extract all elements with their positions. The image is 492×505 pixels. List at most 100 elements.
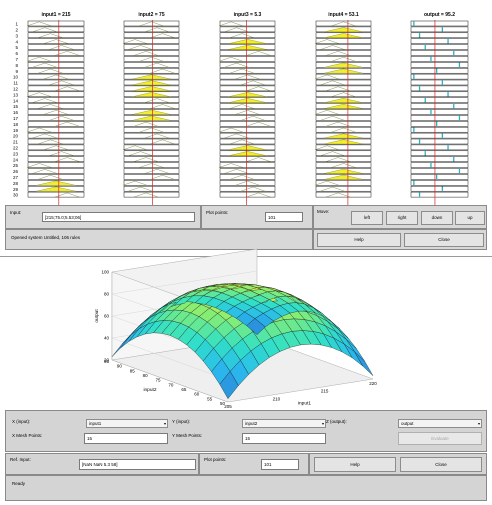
plot-points-field[interactable]: 101 [265,212,303,222]
membership-curve [122,145,148,151]
rule-cell [27,109,85,115]
membership-curve [144,27,170,33]
membership-fill [324,104,363,109]
z-axis-select[interactable]: output ▾ [398,419,482,428]
membership-curve [26,57,52,62]
rule-cell [315,44,372,50]
membership-curve [224,62,249,68]
move-up-button[interactable]: up [455,211,485,225]
surface-status-bar: Ready [5,475,487,501]
membership-fill [228,39,267,44]
rule-cell [219,115,276,121]
membership-curve [320,45,345,50]
surface-buttons-panel: Help Close [309,453,487,475]
rule-cell [219,26,276,33]
rule-cell [123,32,180,39]
rule-cell [123,180,180,186]
membership-curve [49,45,74,50]
membership-curve [314,74,340,80]
membership-curve [150,33,175,38]
rule-cell [27,168,85,174]
ref-input-panel: Ref. Input: [NaN NaN 5.3 58] [5,453,199,475]
surface-close-button[interactable]: Close [400,457,482,472]
column-header: input2 = 75 [138,12,164,18]
column-header: input4 = 53.1 [328,12,359,18]
membership-curve [235,180,260,186]
rule-cell [123,20,180,27]
chevron-down-icon: ▾ [321,421,324,426]
rule-number: 14 [13,98,19,103]
membership-curve [150,139,175,145]
move-down-button[interactable]: down [421,211,453,225]
rule-cell [315,121,372,127]
rule-cell [315,180,372,186]
evaluate-button[interactable]: Evaluate [398,432,482,445]
membership-fill [132,86,171,92]
membership-fill [324,133,363,139]
rule-cell [410,132,469,139]
membership-curve [32,169,58,174]
rule-close-button[interactable]: Close [404,233,484,247]
rule-cell [219,132,276,139]
ref-input-field[interactable]: [NaN NaN 5.3 58] [79,459,196,470]
rule-cell [410,191,469,198]
membership-curve [331,127,356,133]
surface-plot-points-field[interactable]: 101 [261,459,299,470]
z-tick-label: 100 [101,270,109,275]
rule-cell [27,126,85,133]
y-mesh-field[interactable]: 15 [242,433,326,444]
rule-number: 9 [15,69,18,74]
membership-curve [218,127,244,133]
move-right-button[interactable]: right [386,211,418,225]
rule-cell [123,138,180,145]
rule-help-button[interactable]: Help [317,233,401,247]
membership-curve [331,92,356,97]
rule-cell [410,79,469,86]
move-left-button[interactable]: left [351,211,383,225]
z-axis-select-value: output [401,421,414,426]
rule-cell [27,174,85,180]
move-label: Move: [317,209,330,214]
rule-cell [123,132,180,139]
rule-status-bar: Opened system Untitled, 106 rules [5,229,313,250]
input-vector-field[interactable]: [215;75.0;5.53;06] [42,212,195,222]
membership-curve [320,80,345,86]
x-axis-select[interactable]: input1 ▾ [86,419,168,428]
membership-curve [314,180,340,186]
membership-curve [229,139,255,145]
rule-cell [315,191,372,198]
membership-fill [228,92,267,97]
rule-cell [219,138,276,145]
membership-curve [43,39,69,44]
rule-cell [410,115,469,121]
membership-curve [139,21,164,27]
rule-cell [410,144,469,151]
membership-curve [224,133,249,139]
rule-cell [315,126,372,133]
y-axis-select-value: input2 [245,421,258,426]
surface-plot-points-panel: Plot points: 101 [199,453,309,475]
rule-cell [27,44,85,50]
rule-number: 16 [13,110,19,115]
rule-cell [27,156,85,162]
rule-cell [219,32,276,39]
rule-cell [27,32,85,39]
rule-status-text: Opened system Untitled, 106 rules [11,235,81,240]
rule-cell [219,103,276,109]
y-axis-select[interactable]: input2 ▾ [242,419,326,428]
membership-curve [235,110,260,115]
x-axis-label: input1 [298,401,311,407]
membership-fill [324,168,363,174]
surface-help-button[interactable]: Help [314,457,396,472]
rule-cell [410,38,469,44]
membership-curve [320,186,345,192]
x-mesh-field[interactable]: 15 [84,433,168,444]
membership-fill [228,145,267,151]
rule-cell [315,38,372,44]
rule-cell [219,168,276,174]
membership-fill [324,62,363,68]
rule-cell [27,91,85,98]
y-axis-label: input2 [143,387,156,393]
axes-select-panel: X (input): input1 ▾ Y (input): input2 ▾ … [5,410,487,452]
